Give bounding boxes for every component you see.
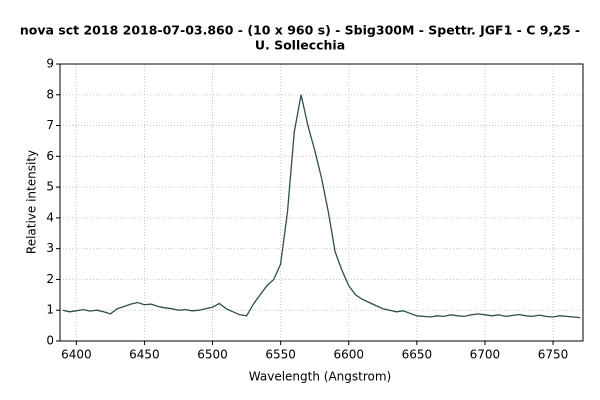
x-tick-label: 6400	[61, 348, 92, 362]
x-tick-label: 6750	[538, 348, 569, 362]
x-tick-label: 6550	[265, 348, 296, 362]
y-tick-label: 8	[46, 87, 54, 101]
y-tick-label: 0	[46, 334, 54, 348]
y-tick-label: 9	[46, 57, 54, 71]
x-tick-label: 6500	[197, 348, 228, 362]
spectrum-line	[62, 94, 581, 319]
x-tick-label: 6650	[402, 348, 433, 362]
chart-title: nova sct 2018 2018-07-03.860 - (10 x 960…	[20, 23, 580, 38]
y-tick-label: 6	[46, 149, 54, 163]
y-axis-label: Relative intensity	[25, 150, 39, 254]
plot-frame	[59, 63, 584, 342]
y-tick-label: 7	[46, 118, 54, 132]
chart-title: U. Sollecchia	[255, 38, 345, 53]
x-tick-label: 6700	[470, 348, 501, 362]
y-tick-label: 3	[46, 241, 54, 255]
y-tick-label: 2	[46, 272, 54, 286]
y-tick-label: 1	[46, 303, 54, 317]
x-tick-label: 6450	[129, 348, 160, 362]
y-tick-label: 4	[46, 210, 54, 224]
x-axis-label: Wavelength (Angstrom)	[249, 370, 391, 384]
y-tick-label: 5	[46, 180, 54, 194]
x-tick-label: 6600	[333, 348, 364, 362]
